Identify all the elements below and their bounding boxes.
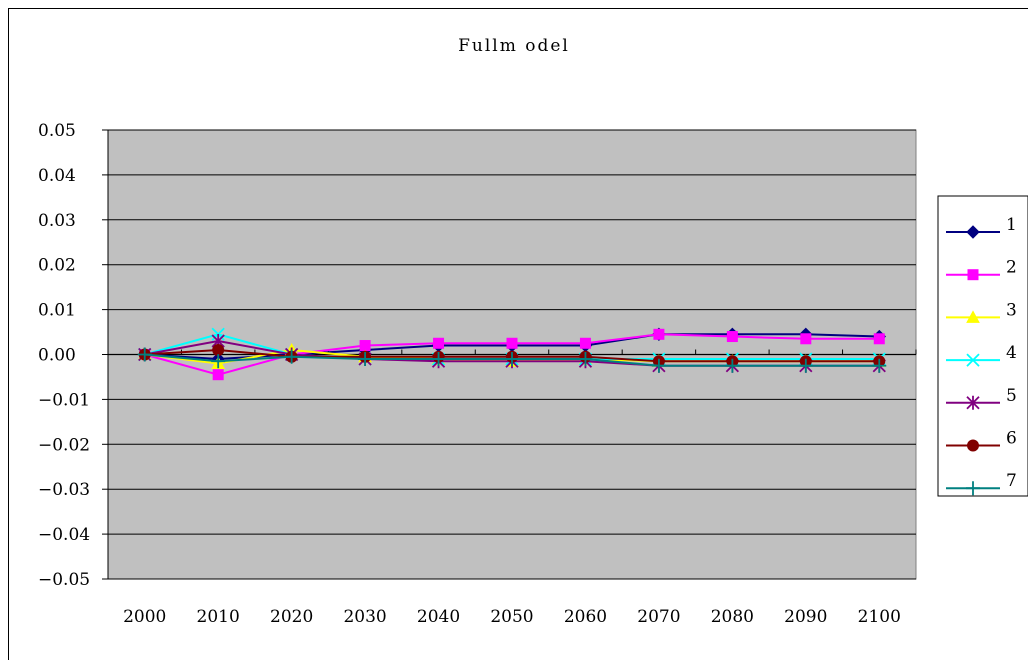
legend-item: 3 — [946, 300, 1017, 323]
legend-label: 2 — [1006, 258, 1017, 278]
data-point — [505, 351, 519, 366]
data-point — [211, 354, 226, 369]
data-point — [579, 337, 591, 349]
data-point — [798, 358, 813, 373]
chart-frame — [8, 8, 1028, 660]
legend-marker — [967, 269, 979, 281]
legend-item: 6 — [946, 429, 1017, 452]
data-point — [137, 347, 152, 362]
y-tick-label: 0.02 — [38, 256, 76, 276]
x-tick-label: 2020 — [270, 607, 313, 627]
legend-label: 3 — [1006, 300, 1017, 320]
y-tick-label: −0.05 — [38, 570, 90, 590]
x-tick-label: 2090 — [784, 607, 827, 627]
chart-title: Fullm odel — [458, 36, 570, 56]
x-tick-label: 2010 — [197, 607, 240, 627]
y-tick-label: 0.00 — [38, 346, 76, 366]
data-point — [431, 351, 446, 366]
x-tick-label: 2070 — [637, 607, 680, 627]
data-point — [433, 337, 445, 349]
data-point — [873, 333, 885, 345]
y-tick-label: 0.04 — [38, 166, 76, 186]
series-7 — [137, 347, 887, 373]
x-tick-label: 2040 — [417, 607, 460, 627]
data-point — [578, 351, 593, 366]
legend-marker — [966, 310, 980, 323]
data-point — [284, 349, 299, 364]
x-tick-label: 2060 — [564, 607, 607, 627]
data-point — [359, 340, 371, 352]
x-tick-label: 2100 — [858, 607, 901, 627]
legend-item: 5 — [946, 386, 1017, 410]
legend-marker — [966, 225, 980, 239]
legend-item: 2 — [946, 258, 1017, 281]
data-point — [212, 344, 225, 357]
data-point — [653, 328, 665, 340]
x-tick-label: 2000 — [123, 607, 166, 627]
y-tick-label: 0.05 — [38, 121, 76, 141]
legend-marker — [967, 439, 979, 452]
legend-label: 4 — [1006, 343, 1017, 363]
data-point — [800, 333, 812, 345]
legend-marker — [966, 353, 980, 367]
legend-item: 7 — [946, 471, 1017, 496]
x-tick-label: 2080 — [711, 607, 754, 627]
legend-marker — [966, 481, 980, 496]
x-tick-label: 2050 — [490, 607, 533, 627]
y-tick-label: −0.02 — [38, 435, 90, 455]
y-tick-label: 0.01 — [38, 301, 76, 321]
legend-label: 6 — [1006, 429, 1017, 449]
data-point — [506, 337, 518, 349]
legend-label: 1 — [1006, 215, 1017, 235]
data-point — [872, 358, 887, 373]
legend-label: 7 — [1006, 471, 1017, 491]
data-point — [651, 358, 666, 373]
y-tick-label: 0.03 — [38, 211, 76, 231]
data-point — [725, 358, 740, 373]
data-point — [358, 351, 373, 366]
data-point — [212, 369, 224, 381]
y-tick-label: −0.03 — [38, 480, 90, 500]
data-point — [726, 331, 738, 343]
x-tick-label: 2030 — [343, 607, 386, 627]
legend-item: 1 — [946, 215, 1017, 239]
legend-item: 4 — [946, 343, 1017, 367]
legend-label: 5 — [1006, 386, 1017, 406]
y-tick-label: −0.04 — [38, 525, 90, 545]
y-tick-label: −0.01 — [38, 390, 90, 410]
legend-marker — [966, 395, 980, 410]
